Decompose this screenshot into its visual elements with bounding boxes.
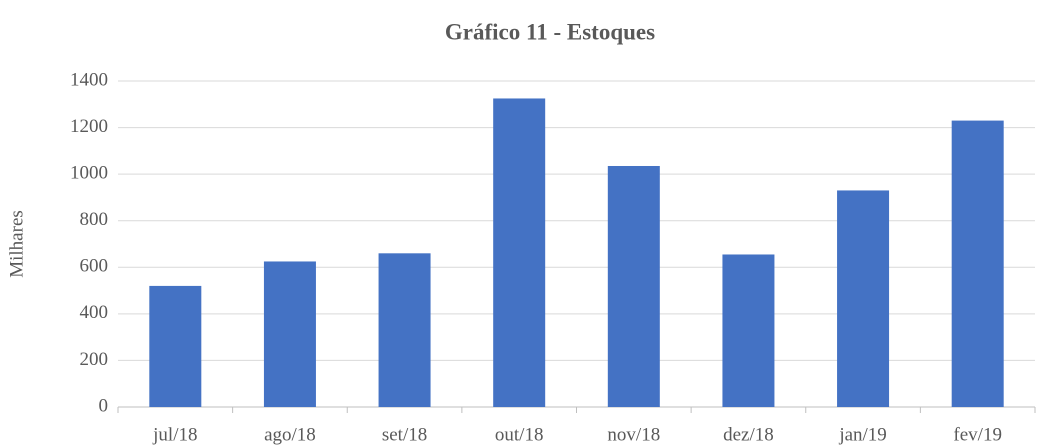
- bar: [149, 285, 202, 407]
- y-tick-label: 1000: [70, 163, 108, 184]
- bar: [607, 165, 660, 407]
- y-tick-label: 0: [99, 395, 109, 416]
- x-tick-label: out/18: [495, 424, 544, 445]
- y-tick-label: 400: [80, 302, 109, 323]
- chart-title: Gráfico 11 - Estoques: [445, 19, 655, 44]
- y-axis-label: Milhares: [6, 210, 27, 278]
- y-tick-label: 200: [80, 349, 109, 370]
- x-tick-label: nov/18: [607, 424, 660, 445]
- y-tick-label: 800: [80, 209, 109, 230]
- bar: [837, 190, 890, 407]
- bar: [263, 261, 316, 407]
- x-tick-label: jul/18: [152, 424, 197, 445]
- x-tick-label: dez/18: [723, 424, 774, 445]
- bar: [722, 254, 775, 407]
- y-tick-label: 1400: [70, 69, 108, 90]
- x-tick-label: fev/19: [953, 424, 1002, 445]
- bar: [378, 253, 431, 407]
- y-tick-label: 1200: [70, 116, 108, 137]
- y-tick-label: 600: [80, 256, 109, 277]
- bar: [493, 98, 546, 407]
- bar: [951, 120, 1004, 407]
- x-tick-label: ago/18: [264, 424, 316, 445]
- x-tick-label: jan/19: [838, 424, 887, 445]
- x-tick-label: set/18: [382, 424, 427, 445]
